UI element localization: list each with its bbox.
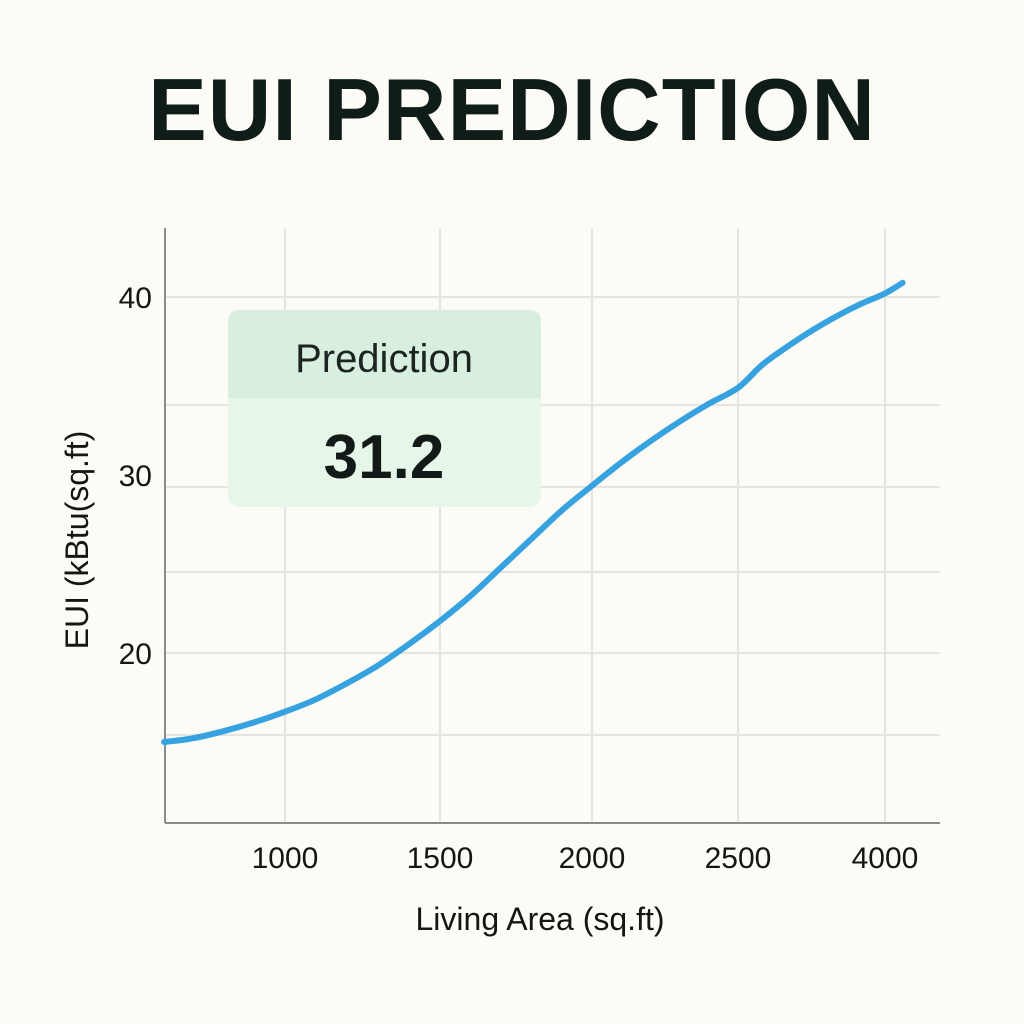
x-tick-label: 2000 [559,842,626,875]
y-axis-ticks: 20 30 40 [119,282,152,671]
callout-title: Prediction [295,337,473,381]
x-tick-label: 4000 [852,842,919,875]
prediction-callout: Prediction 31.2 [228,310,541,507]
callout-value: 31.2 [324,423,445,492]
y-tick-label: 20 [119,638,152,671]
x-axis-ticks: 1000 1500 2000 2500 4000 [252,842,919,875]
series-line [161,279,906,745]
x-tick-label: 1000 [252,842,319,875]
y-axis-label: EUI (kBtu(sq.ft) [59,431,95,650]
x-tick-label: 1500 [407,842,474,875]
axes [164,228,940,824]
y-tick-label: 30 [119,460,152,493]
x-axis-label: Living Area (sq.ft) [416,901,665,937]
series-layer [161,279,906,745]
chart-title: EUI PREDICTION [148,60,876,159]
y-tick-label: 40 [119,282,152,315]
x-tick-label: 2500 [705,842,772,875]
callout-header [228,310,541,398]
